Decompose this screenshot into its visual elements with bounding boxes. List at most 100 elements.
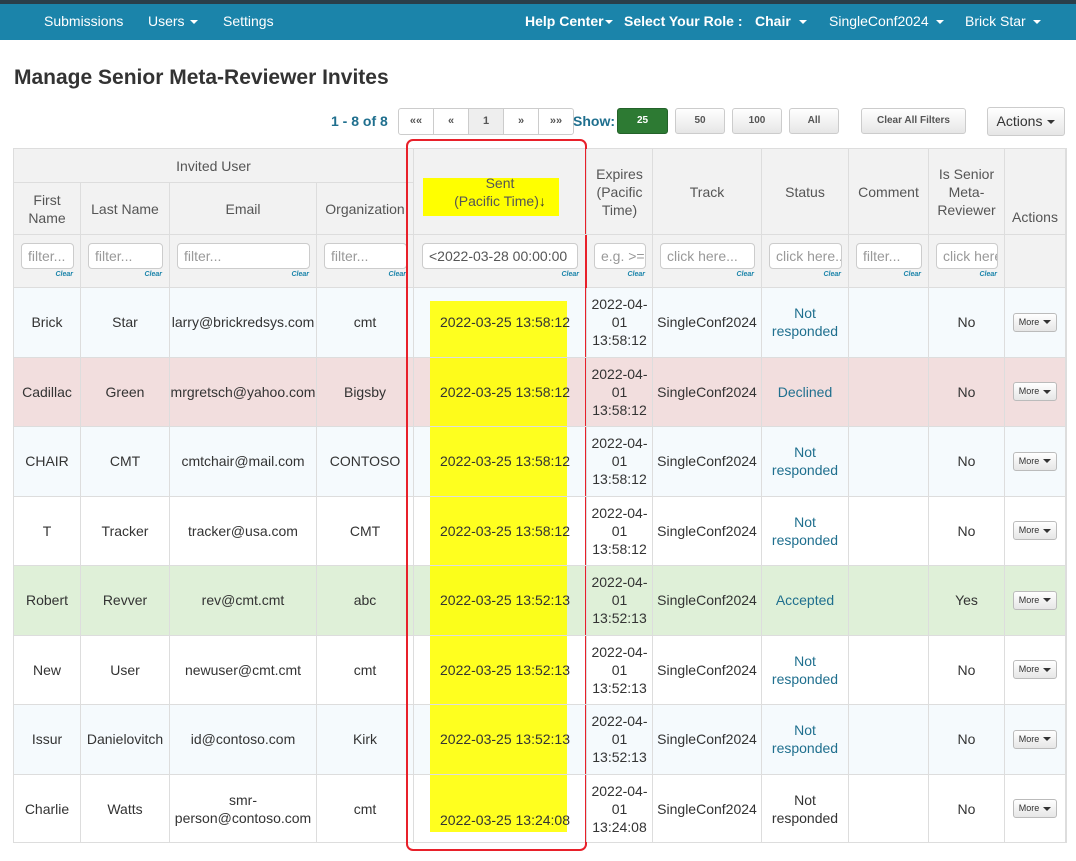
caret-down-icon: [1043, 667, 1052, 672]
row-more-button[interactable]: More: [1012, 660, 1058, 680]
filter-cell-track: click here... Clear: [653, 235, 762, 288]
filter-input-email[interactable]: filter...: [177, 243, 310, 269]
pager-page-1-button[interactable]: 1: [468, 108, 504, 135]
filter-clear-link[interactable]: Clear: [736, 271, 754, 278]
show-100-button[interactable]: 100: [732, 108, 782, 134]
cell-status: Not responded: [762, 635, 849, 705]
cell-email: rev@cmt.cmt: [170, 566, 317, 636]
filter-clear-link[interactable]: Clear: [627, 271, 645, 278]
filter-clear-link[interactable]: Clear: [388, 271, 406, 278]
page-title: Manage Senior Meta-Reviewer Invites: [14, 66, 389, 89]
cell-expires: 2022-04-01 13:24:08: [587, 774, 653, 842]
column-header-label: Status: [785, 183, 825, 200]
row-actions-cell: More: [1005, 496, 1066, 566]
column-header-actions[interactable]: Actions: [1005, 149, 1066, 235]
cell-status: Not responded: [762, 288, 849, 358]
clear-all-filters-button[interactable]: Clear All Filters: [861, 108, 966, 134]
filter-input-sent[interactable]: <2022-03-28 00:00:00: [422, 243, 578, 269]
cell-track: SingleConf2024: [653, 357, 762, 427]
column-header-expires[interactable]: Expires (Pacific Time): [587, 149, 653, 235]
filter-input-status[interactable]: click here...: [769, 243, 842, 269]
filter-clear-link[interactable]: Clear: [144, 271, 162, 278]
cell-email: id@contoso.com: [170, 705, 317, 775]
nav-submissions[interactable]: Submissions: [44, 13, 124, 29]
filter-clear-link[interactable]: Clear: [979, 271, 997, 278]
filter-input-last[interactable]: filter...: [88, 243, 163, 269]
caret-down-icon: [1043, 459, 1052, 464]
row-more-button[interactable]: More: [1012, 590, 1058, 610]
cell-email: mrgretsch@yahoo.com: [170, 357, 317, 427]
cell-is_smr: No: [929, 705, 1005, 775]
pager-next-button[interactable]: »: [503, 108, 539, 135]
cell-expires: 2022-04-01 13:58:12: [587, 288, 653, 358]
column-header-sent[interactable]: Sent (Pacific Time)↓: [414, 149, 587, 235]
column-header-label: Comment: [858, 183, 919, 200]
column-header-comment[interactable]: Comment: [849, 149, 929, 235]
cell-expires: 2022-04-01 13:58:12: [587, 496, 653, 566]
cell-track: SingleConf2024: [653, 496, 762, 566]
filter-input-first[interactable]: filter...: [21, 243, 74, 269]
nav-user-menu[interactable]: Brick Star: [965, 4, 1041, 40]
row-more-button[interactable]: More: [1012, 521, 1058, 541]
cell-org: CONTOSO: [317, 427, 414, 497]
nav-users[interactable]: Users: [148, 4, 198, 40]
caret-down-icon: [1043, 806, 1052, 811]
cell-last: Green: [81, 357, 170, 427]
column-header-track[interactable]: Track: [653, 149, 762, 235]
cell-last: CMT: [81, 427, 170, 497]
show-all-button[interactable]: All: [789, 108, 839, 134]
caret-down-icon: [935, 20, 944, 25]
column-header-status[interactable]: Status: [762, 149, 849, 235]
row-actions-cell: More: [1005, 705, 1066, 775]
column-header-is_smr[interactable]: Is Senior Meta-Reviewer: [929, 149, 1005, 235]
filter-input-org[interactable]: filter...: [324, 243, 407, 269]
show-25-button[interactable]: 25: [617, 108, 668, 134]
row-more-button[interactable]: More: [1012, 729, 1058, 749]
cell-status: Not responded: [762, 427, 849, 497]
pagination: «« « 1 » »»: [398, 108, 574, 135]
column-header-org[interactable]: Organization: [317, 183, 414, 235]
row-more-button[interactable]: More: [1012, 312, 1058, 332]
role-label: Select Your Role :: [624, 13, 743, 29]
cell-comment: [849, 496, 929, 566]
pager-first-button[interactable]: ««: [398, 108, 434, 135]
nav-help-center[interactable]: Help Center: [525, 4, 613, 40]
cell-email: cmtchair@mail.com: [170, 427, 317, 497]
filter-input-comment[interactable]: filter...: [856, 243, 922, 269]
row-more-button[interactable]: More: [1012, 382, 1058, 402]
filter-cell-status: click here... Clear: [762, 235, 849, 288]
cell-comment: [849, 635, 929, 705]
cell-sent: 2022-03-25 13:52:13: [414, 635, 587, 705]
filter-clear-link[interactable]: Clear: [823, 271, 841, 278]
nav-conference-select[interactable]: SingleConf2024: [829, 4, 944, 40]
filter-input-expires[interactable]: e.g. >= ...: [594, 243, 646, 269]
more-label: More: [1018, 733, 1040, 744]
row-actions-cell: More: [1005, 288, 1066, 358]
filter-clear-link[interactable]: Clear: [561, 271, 579, 278]
caret-down-icon: [1043, 598, 1052, 603]
filter-input-is_smr[interactable]: click here...: [936, 243, 998, 269]
show-50-button[interactable]: 50: [675, 108, 725, 134]
column-header-last[interactable]: Last Name: [81, 183, 170, 235]
caret-down-icon: [1043, 320, 1052, 325]
column-header-label: Email: [225, 200, 261, 217]
pager-prev-button[interactable]: «: [433, 108, 469, 135]
cell-track: SingleConf2024: [653, 635, 762, 705]
more-label: More: [1018, 525, 1040, 536]
filter-clear-link[interactable]: Clear: [55, 271, 73, 278]
cell-expires: 2022-04-01 13:52:13: [587, 566, 653, 636]
sent-header-label: Sent: [485, 174, 515, 191]
filter-input-track[interactable]: click here...: [660, 243, 755, 269]
pager-last-button[interactable]: »»: [538, 108, 574, 135]
column-header-first[interactable]: First Name: [14, 183, 81, 235]
column-header-email[interactable]: Email: [170, 183, 317, 235]
row-more-button[interactable]: More: [1012, 799, 1058, 819]
filter-clear-link[interactable]: Clear: [291, 271, 309, 278]
row-more-button[interactable]: More: [1012, 451, 1058, 471]
filter-clear-link[interactable]: Clear: [903, 271, 921, 278]
cell-is_smr: No: [929, 357, 1005, 427]
actions-dropdown-button[interactable]: Actions: [987, 107, 1065, 136]
nav-role-select[interactable]: Chair: [755, 4, 807, 40]
sent-header-sub-label: (Pacific Time): [454, 192, 539, 209]
nav-settings[interactable]: Settings: [223, 13, 274, 29]
